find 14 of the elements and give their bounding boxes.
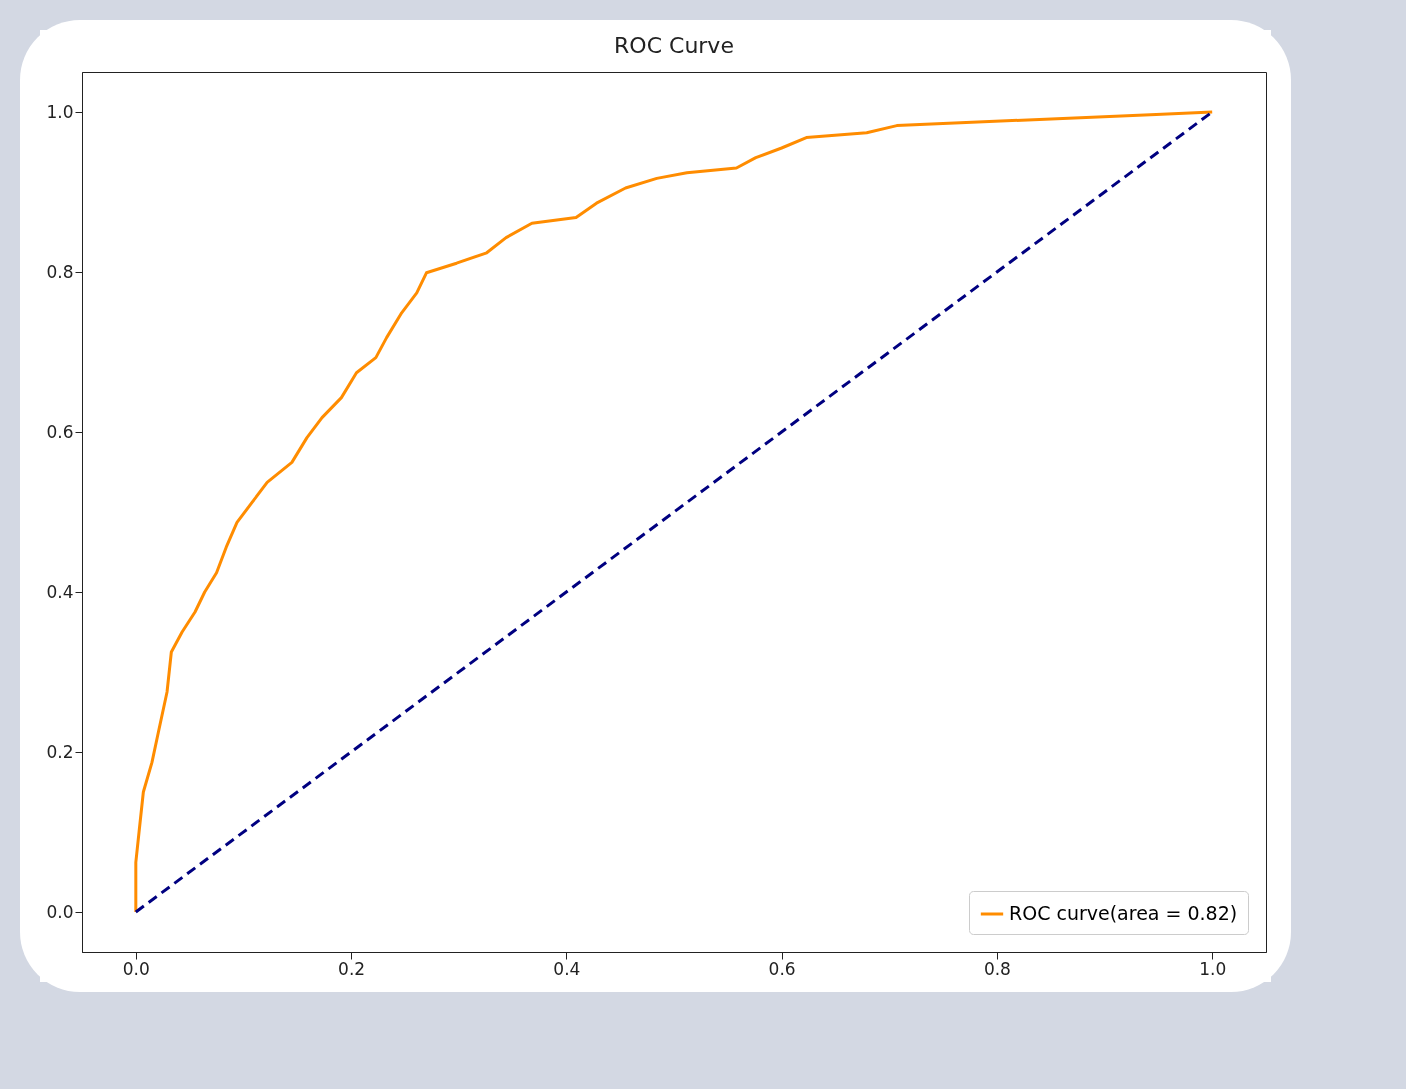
x-tick-label: 1.0 bbox=[1199, 958, 1227, 979]
x-tick-label: 0.0 bbox=[122, 958, 150, 979]
y-tick-label: 0.4 bbox=[46, 581, 74, 602]
x-tick-label: 0.8 bbox=[983, 958, 1011, 979]
legend-label: ROC curve(area = 0.82) bbox=[1009, 902, 1238, 924]
y-tick-label: 0.8 bbox=[46, 261, 74, 282]
chart-title: ROC Curve bbox=[614, 33, 734, 58]
y-tick-label: 1.0 bbox=[46, 101, 74, 122]
y-tick-label: 0.6 bbox=[46, 421, 74, 442]
x-tick-label: 0.2 bbox=[338, 958, 366, 979]
x-tick-label: 0.6 bbox=[768, 958, 796, 979]
y-tick-label: 0.2 bbox=[46, 741, 74, 762]
y-tick-label: 0.0 bbox=[46, 901, 74, 922]
x-tick-label: 0.4 bbox=[553, 958, 581, 979]
